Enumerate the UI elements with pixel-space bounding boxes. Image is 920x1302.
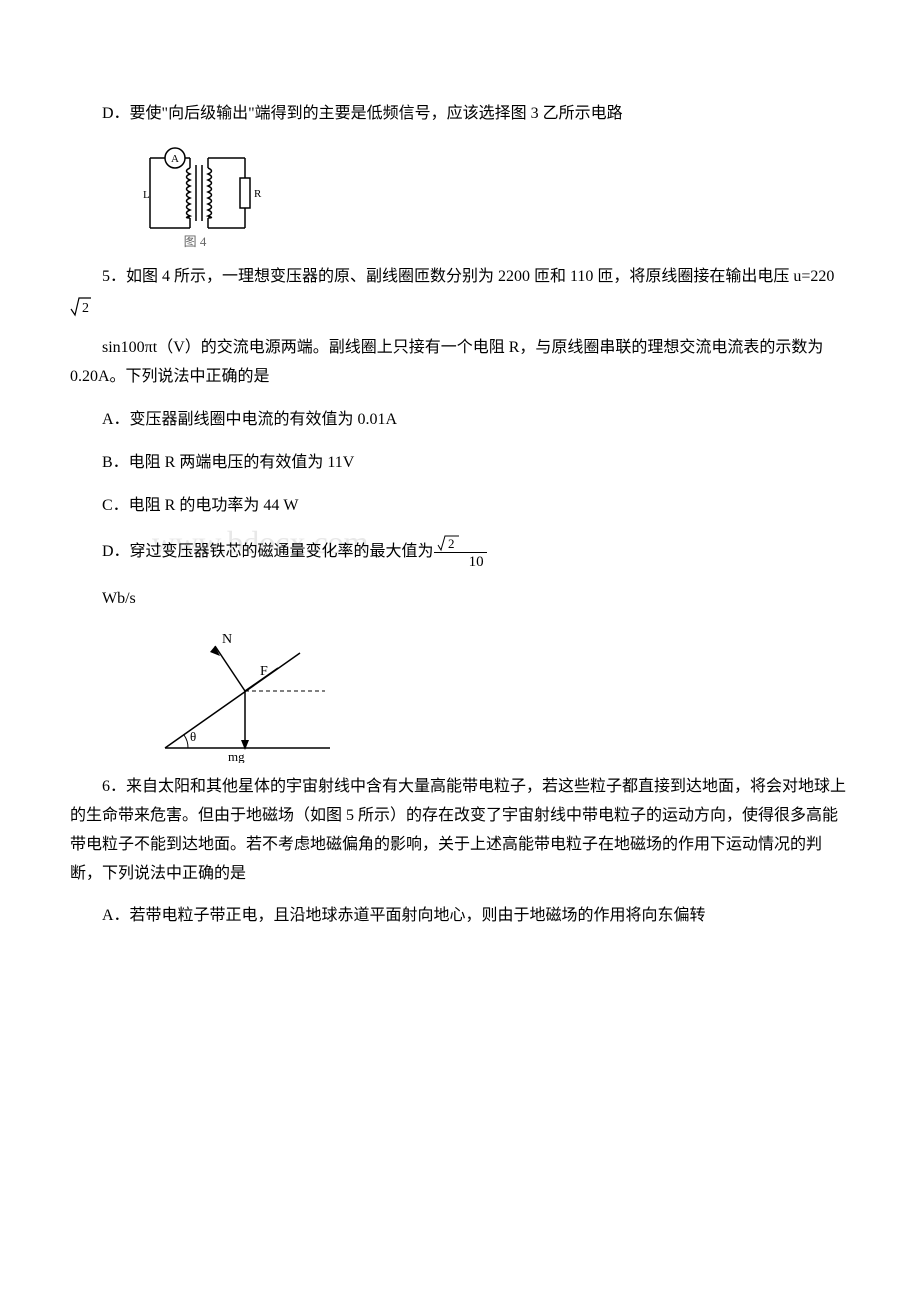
n-label: N: [222, 632, 232, 647]
primary-coil: [187, 168, 191, 218]
f-label: F: [260, 664, 268, 679]
svg-text:2: 2: [448, 536, 455, 551]
q5-option-d-fraction: 210: [434, 534, 487, 571]
q4-option-d: D．要使"向后级输出"端得到的主要是低频信号，应该选择图 3 乙所示电路: [70, 100, 850, 129]
figure-4-circuit: A L R 图 4: [140, 143, 270, 253]
resistor-rect: [240, 178, 250, 208]
q6-option-a: A．若带电粒子带正电，且沿地球赤道平面射向地心，则由于地磁场的作用将向东偏转: [70, 902, 850, 931]
q5-option-d: www.bdocx.com D．穿过变压器铁芯的磁通量变化率的最大值为210: [70, 534, 850, 571]
frac-numerator: 2: [434, 534, 487, 553]
figure-5-diagram: θ N F mg: [160, 628, 340, 763]
figure-4-container: A L R 图 4: [140, 143, 850, 253]
theta-arc: [184, 735, 188, 748]
q5-option-d-unit: Wb/s: [102, 585, 850, 614]
figure-4-label: 图 4: [184, 234, 207, 249]
incline-line: [165, 653, 300, 748]
mg-label: mg: [228, 749, 245, 763]
q5-option-b: B．电阻 R 两端电压的有效值为 11V: [70, 449, 850, 478]
theta-label: θ: [190, 729, 196, 744]
q6-text: 6．来自太阳和其他星体的宇宙射线中含有大量高能带电粒子，若这些粒子都直接到达地面…: [70, 773, 850, 888]
resistor-label: R: [254, 188, 262, 200]
ammeter-label: A: [171, 153, 179, 165]
svg-text:2: 2: [82, 301, 89, 316]
q5-option-a: A．变压器副线圈中电流的有效值为 0.01A: [70, 406, 850, 435]
q5-option-c: C．电阻 R 的电功率为 44 W: [70, 492, 850, 521]
n-force-line: [215, 646, 245, 691]
q5-text-part1: 5．如图 4 所示，一理想变压器的原、副线圈匝数分别为 2200 匝和 110 …: [70, 263, 850, 321]
frac-denominator: 10: [434, 553, 487, 571]
figure-5-container: θ N F mg: [160, 628, 850, 763]
q5-option-d-prefix: D．穿过变压器铁芯的磁通量变化率的最大值为: [102, 544, 434, 561]
inductor-label: L: [143, 189, 150, 201]
q5-part1-text: 5．如图 4 所示，一理想变压器的原、副线圈匝数分别为 2200 匝和 110 …: [102, 268, 834, 285]
secondary-coil: [208, 168, 212, 218]
q5-text-part2: sin100πt（V）的交流电源两端。副线圈上只接有一个电阻 R，与原线圈串联的…: [70, 334, 850, 392]
sqrt-2-inline: 2: [70, 295, 92, 317]
